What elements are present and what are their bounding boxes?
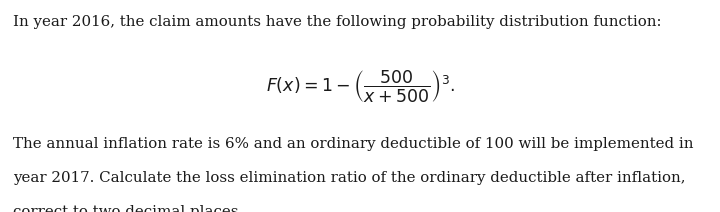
Text: year 2017. Calculate the loss elimination ratio of the ordinary deductible after: year 2017. Calculate the loss eliminatio… bbox=[13, 171, 685, 185]
Text: correct to two decimal places.: correct to two decimal places. bbox=[13, 205, 243, 212]
Text: The annual inflation rate is 6% and an ordinary deductible of 100 will be implem: The annual inflation rate is 6% and an o… bbox=[13, 137, 693, 151]
Text: In year 2016, the claim amounts have the following probability distribution func: In year 2016, the claim amounts have the… bbox=[13, 15, 662, 29]
Text: $F(x)=1-\left(\dfrac{500}{x+500}\right)^{3}.$: $F(x)=1-\left(\dfrac{500}{x+500}\right)^… bbox=[266, 68, 454, 104]
